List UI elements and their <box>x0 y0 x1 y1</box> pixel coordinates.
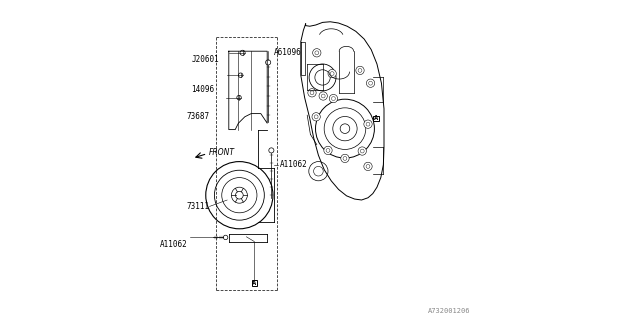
Circle shape <box>222 178 257 213</box>
Circle shape <box>343 156 347 160</box>
Circle shape <box>314 115 318 119</box>
Circle shape <box>340 124 349 133</box>
Circle shape <box>238 73 243 77</box>
Circle shape <box>358 68 362 72</box>
Circle shape <box>314 166 323 176</box>
Circle shape <box>240 50 245 55</box>
Circle shape <box>236 191 243 199</box>
Text: 73111: 73111 <box>186 202 210 211</box>
Circle shape <box>366 164 370 168</box>
Circle shape <box>206 162 273 229</box>
Circle shape <box>308 162 328 181</box>
Circle shape <box>312 49 321 57</box>
Circle shape <box>358 147 367 155</box>
Text: 14096: 14096 <box>191 85 214 94</box>
Circle shape <box>324 146 332 155</box>
Circle shape <box>312 113 321 121</box>
Circle shape <box>364 162 372 171</box>
Circle shape <box>321 94 325 98</box>
Text: A: A <box>252 280 257 286</box>
Circle shape <box>366 79 375 87</box>
Circle shape <box>308 89 316 97</box>
Circle shape <box>364 120 372 128</box>
Circle shape <box>360 149 364 153</box>
Circle shape <box>319 92 328 100</box>
Circle shape <box>309 64 336 91</box>
Circle shape <box>366 122 370 126</box>
Text: J20601: J20601 <box>191 55 219 64</box>
Text: A: A <box>374 116 378 121</box>
Circle shape <box>324 108 366 149</box>
Bar <box>252 280 257 286</box>
Circle shape <box>340 154 349 163</box>
Bar <box>373 116 379 121</box>
Circle shape <box>315 70 330 85</box>
Text: A61096: A61096 <box>274 48 301 57</box>
Circle shape <box>266 60 271 65</box>
Text: A11062: A11062 <box>280 160 308 169</box>
Circle shape <box>369 81 372 85</box>
Text: 73687: 73687 <box>186 112 210 121</box>
Circle shape <box>310 91 314 95</box>
Text: A732001206: A732001206 <box>428 308 470 314</box>
Circle shape <box>315 51 319 55</box>
Circle shape <box>232 187 248 203</box>
Circle shape <box>333 116 357 141</box>
Circle shape <box>223 235 228 240</box>
Text: FRONT: FRONT <box>209 148 235 157</box>
Circle shape <box>330 72 334 76</box>
Circle shape <box>214 170 264 220</box>
Circle shape <box>269 148 274 153</box>
Circle shape <box>316 99 374 158</box>
Text: A11062: A11062 <box>159 240 187 249</box>
Circle shape <box>237 95 241 100</box>
Circle shape <box>329 94 338 103</box>
Circle shape <box>356 66 364 75</box>
Circle shape <box>326 148 330 152</box>
Circle shape <box>332 97 335 100</box>
Circle shape <box>328 69 337 78</box>
